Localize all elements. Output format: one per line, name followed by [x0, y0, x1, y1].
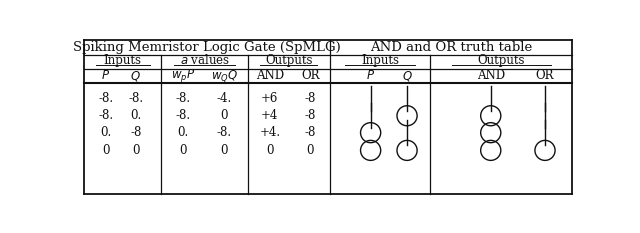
Text: $Q$: $Q$ [131, 69, 141, 83]
Text: 0.: 0. [177, 126, 189, 139]
Text: $P$: $P$ [101, 69, 110, 82]
Text: -8: -8 [305, 109, 316, 122]
Text: $w_p P$: $w_p P$ [171, 67, 195, 84]
Text: 0: 0 [220, 144, 228, 157]
Text: -8.: -8. [175, 109, 191, 122]
Text: -8.: -8. [98, 109, 113, 122]
Text: -8: -8 [305, 92, 316, 105]
Text: -8: -8 [130, 126, 141, 139]
Text: -8.: -8. [216, 126, 232, 139]
Text: AND: AND [477, 69, 505, 82]
Text: -8.: -8. [175, 92, 191, 105]
Text: AND and OR truth table: AND and OR truth table [370, 41, 532, 55]
Text: 0: 0 [266, 144, 274, 157]
Text: +6: +6 [261, 92, 278, 105]
Text: 0.: 0. [100, 126, 111, 139]
Text: AND: AND [256, 69, 284, 82]
Text: Spiking Memristor Logic Gate (SpMLG): Spiking Memristor Logic Gate (SpMLG) [73, 41, 340, 55]
Text: Outputs: Outputs [265, 54, 312, 67]
Text: 0: 0 [307, 144, 314, 157]
Text: -4.: -4. [216, 92, 232, 105]
Text: $P$: $P$ [366, 69, 375, 82]
Text: 0: 0 [179, 144, 187, 157]
Text: +4.: +4. [259, 126, 280, 139]
Text: $Q$: $Q$ [402, 69, 412, 83]
Text: Inputs: Inputs [361, 54, 399, 67]
Text: Inputs: Inputs [104, 54, 141, 67]
Text: -8.: -8. [128, 92, 143, 105]
Text: -8: -8 [305, 126, 316, 139]
Text: 0: 0 [102, 144, 109, 157]
Text: 0: 0 [132, 144, 140, 157]
Text: 0: 0 [220, 109, 228, 122]
Text: $w_Q Q$: $w_Q Q$ [211, 68, 237, 84]
Text: -8.: -8. [98, 92, 113, 105]
Text: OR: OR [301, 69, 319, 82]
Text: OR: OR [536, 69, 554, 82]
Text: Outputs: Outputs [477, 54, 525, 67]
Text: $a$ values: $a$ values [180, 53, 230, 67]
Text: +4: +4 [261, 109, 278, 122]
Text: 0.: 0. [130, 109, 141, 122]
